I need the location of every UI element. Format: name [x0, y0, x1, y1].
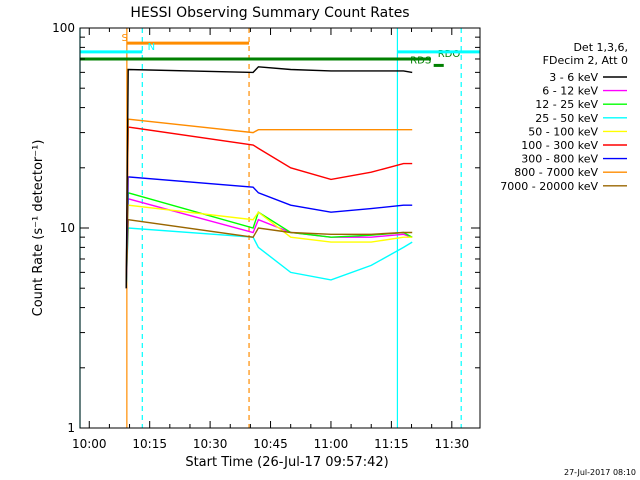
x-axis-label: Start Time (26-Jul-17 09:57:42) [185, 455, 388, 470]
flag-label-rds: RDS [410, 55, 431, 66]
chart-title: HESSI Observing Summary Count Rates [130, 5, 409, 21]
x-tick-label: 10:15 [132, 437, 167, 451]
x-tick-label: 11:15 [374, 437, 409, 451]
y-tick-label: 1 [67, 421, 75, 435]
series-line-7000-20000-kev [125, 218, 413, 289]
x-tick-label: 10:00 [72, 437, 107, 451]
x-tick-label: 11:30 [435, 437, 470, 451]
footer-timestamp: 27-Jul-2017 08:10 [564, 468, 636, 477]
legend-entry-label: 6 - 12 keV [542, 85, 598, 98]
x-tick-label: 10:45 [253, 437, 288, 451]
y-axis-label: Count Rate (s⁻¹ detector⁻¹) [31, 140, 46, 317]
y-tick-label: 10 [60, 221, 75, 235]
series-line-50-100-kev [125, 204, 413, 289]
legend-entry-label: 50 - 100 keV [528, 125, 598, 138]
x-tick-label: 10:30 [193, 437, 228, 451]
flag-label-n: N [148, 42, 155, 53]
flags-layer: S N RDO RDS [80, 33, 480, 67]
legend-entry-label: 25 - 50 keV [535, 112, 598, 125]
series-line-3-6-kev [125, 66, 413, 289]
legend-header-line: Det 1,3,6, [573, 41, 628, 54]
y-axis: 1 10 100 [52, 21, 480, 435]
series-line-25-50-kev [125, 227, 413, 289]
flag-label-s: S [121, 33, 127, 44]
legend-entry-label: 800 - 7000 keV [514, 166, 598, 179]
legend-entry-label: 3 - 6 keV [549, 71, 598, 84]
legend-header-line: FDecim 2, Att 0 [543, 54, 628, 67]
legend-entry-label: 7000 - 20000 keV [500, 180, 598, 193]
series-line-300-800-kev [125, 176, 413, 289]
series-line-100-300-kev [125, 126, 413, 289]
series-layer [125, 66, 413, 289]
x-axis: 10:00 10:15 10:30 10:45 11:00 11:15 11:30 [72, 28, 469, 451]
legend-entry-label: 12 - 25 keV [535, 98, 598, 111]
plot-area: S N RDO RDS [79, 28, 480, 428]
x-tick-label: 11:00 [314, 437, 349, 451]
series-line-800-7000-kev [125, 118, 413, 289]
flag-label-rdo: RDO [438, 49, 461, 60]
legend-entry-label: 300 - 800 keV [521, 153, 598, 166]
y-tick-label: 100 [52, 21, 75, 35]
legend-entry-label: 100 - 300 keV [521, 139, 598, 152]
